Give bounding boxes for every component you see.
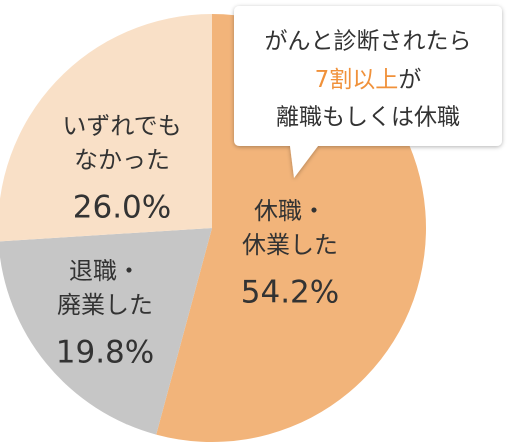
pie-slice	[0, 14, 212, 242]
annotation-highlight: 7割以上	[315, 67, 399, 93]
annotation-line: 離職もしくは休職	[276, 105, 460, 131]
callout-box	[234, 6, 502, 178]
slice-label: なかった	[74, 146, 170, 174]
slice-label: 休職・	[254, 197, 326, 225]
value-label: 19.8%	[56, 335, 154, 371]
annotation-text: が	[398, 67, 421, 93]
callout: がんと診断されたら 7割以上が 離職もしくは休職	[234, 6, 502, 178]
value-label: 26.0%	[73, 190, 171, 226]
value-label: 54.2%	[241, 275, 339, 311]
slice-label: 休業した	[242, 231, 338, 259]
annotation-line: 7割以上が	[315, 67, 422, 93]
pie-slice	[0, 228, 212, 435]
slice-label: 廃業した	[57, 291, 153, 319]
slice-label: 退職・	[69, 257, 141, 285]
annotation-line: がんと診断されたら	[265, 29, 472, 55]
slice-label: いずれでも	[62, 112, 181, 140]
